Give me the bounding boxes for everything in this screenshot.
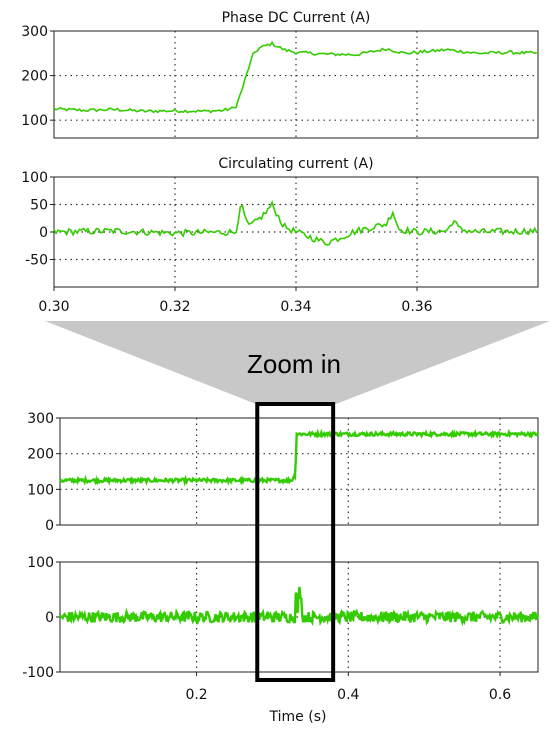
x-tick-label: 0.34 bbox=[280, 299, 311, 315]
y-tick-label: -50 bbox=[25, 253, 48, 269]
x-tick-label: 0.6 bbox=[489, 687, 511, 703]
series-line-circulating-current bbox=[53, 200, 538, 246]
y-tick-label: 300 bbox=[27, 411, 54, 427]
zoom-label: Zoom in bbox=[247, 349, 341, 379]
series-line-full-dc-current bbox=[58, 428, 540, 487]
series-line-phase-dc-current bbox=[53, 40, 538, 114]
y-tick-label: 300 bbox=[21, 24, 48, 40]
x-tick-label: 0.32 bbox=[159, 299, 190, 315]
y-tick-label: 50 bbox=[30, 198, 48, 214]
y-tick-label: 0 bbox=[45, 610, 54, 626]
x-tick-label: 0.36 bbox=[401, 299, 432, 315]
panel-phase-dc-current: Phase DC Current (A) 300 200 100 bbox=[21, 10, 539, 139]
x-axis-label: Time (s) bbox=[269, 709, 327, 725]
y-tick-label: 100 bbox=[21, 113, 48, 129]
y-tick-label: 200 bbox=[27, 447, 54, 463]
y-tick-label: 0 bbox=[39, 225, 48, 241]
y-tick-label: 0 bbox=[45, 518, 54, 534]
y-tick-label: 100 bbox=[27, 555, 54, 571]
y-tick-label: 200 bbox=[21, 69, 48, 85]
y-tick-label: 100 bbox=[27, 482, 54, 498]
y-tick-label: 100 bbox=[21, 170, 48, 186]
x-tick-label: 0.4 bbox=[337, 687, 359, 703]
panel-full-circulating-current: 100 0 -100 0.2 0.4 0.6 Time (s) bbox=[22, 555, 540, 725]
zoom-funnel bbox=[45, 321, 550, 404]
zoom-window-box bbox=[255, 402, 336, 682]
panel-title: Phase DC Current (A) bbox=[222, 10, 371, 26]
plot-frame bbox=[53, 30, 539, 139]
y-tick-label: -100 bbox=[22, 665, 54, 681]
x-tick-label: 0.2 bbox=[185, 687, 207, 703]
panel-title: Circulating current (A) bbox=[218, 156, 373, 172]
series-line-full-circulating-current bbox=[58, 586, 540, 627]
panel-full-dc-current: 300 200 100 0 bbox=[27, 411, 540, 534]
x-tick-label: 0.30 bbox=[38, 299, 69, 315]
panel-circulating-current: Circulating current (A) 100 50 0 -50 0.30 0.3… bbox=[21, 156, 539, 315]
plot-frame bbox=[59, 417, 539, 526]
